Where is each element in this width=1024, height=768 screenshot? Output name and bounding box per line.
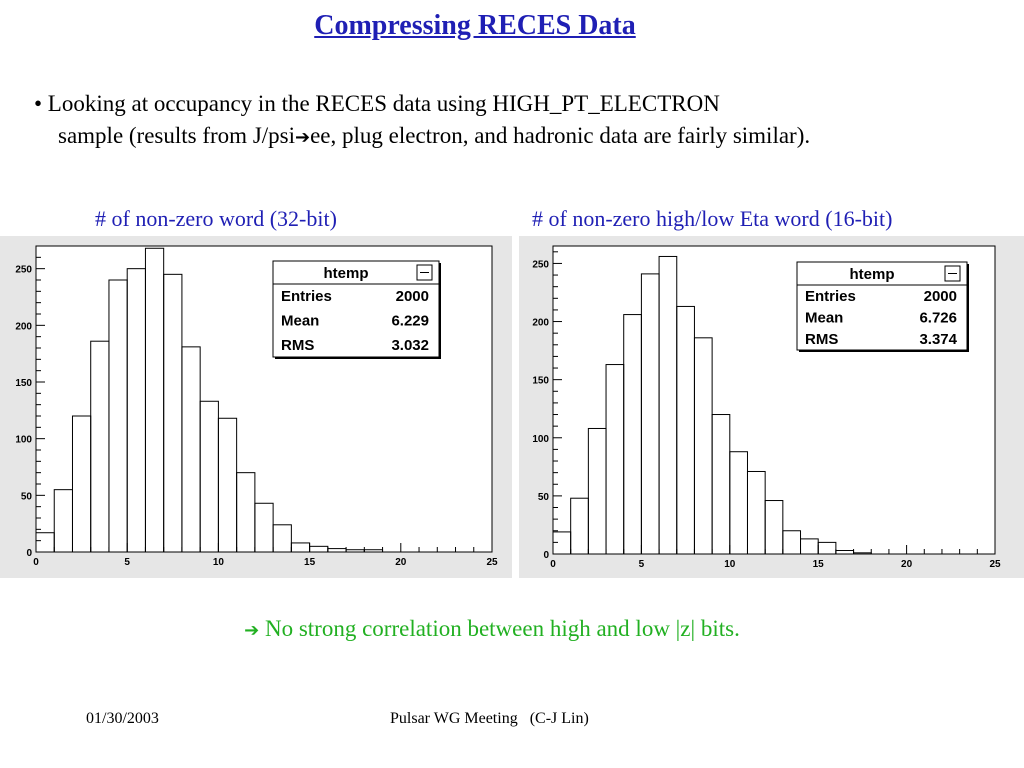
y-tick-label: 50: [538, 492, 550, 503]
stats-mean-label: Mean: [805, 310, 843, 327]
x-tick-label: 10: [724, 559, 736, 570]
conclusion-label: No strong correlation between high and l…: [259, 616, 740, 641]
footer-date: 01/30/2003: [86, 710, 159, 727]
y-tick-label: 100: [15, 435, 32, 446]
bullet-point: • Looking at occupancy in the RECES data…: [34, 88, 1014, 154]
histogram-bars: [35, 247, 384, 553]
y-tick-label: 0: [26, 548, 32, 559]
bullet-line-2a: sample (results from J/psi: [58, 123, 295, 148]
y-tick-label: 100: [532, 434, 549, 445]
y-tick-label: 150: [15, 378, 32, 389]
stats-rms-label: RMS: [805, 331, 838, 348]
y-tick-label: 150: [532, 376, 549, 387]
y-tick-label: 0: [543, 550, 549, 561]
stats-entries-label: Entries: [281, 288, 332, 305]
stats-entries-value: 2000: [924, 288, 957, 305]
y-tick-label: 250: [15, 265, 32, 276]
bullet-line-1: • Looking at occupancy in the RECES data…: [34, 91, 720, 116]
stats-mean-value: 6.229: [391, 313, 429, 330]
histogram-bar: [272, 524, 292, 553]
x-tick-label: 5: [124, 557, 130, 568]
stats-rms-value: 3.374: [919, 331, 957, 348]
stats-name: htemp: [324, 265, 369, 282]
x-tick-label: 15: [813, 559, 825, 570]
stats-rms-value: 3.032: [391, 337, 429, 354]
y-tick-label: 50: [21, 491, 33, 502]
stats-rms-label: RMS: [281, 337, 314, 354]
bullet-line-2: sample (results from J/psi➔ee, plug elec…: [34, 120, 1014, 154]
x-tick-label: 0: [550, 559, 556, 570]
stats-box: htemp Entries 2000 Mean 6.726 RMS 3.374: [796, 261, 969, 352]
x-tick-label: 20: [395, 557, 407, 568]
y-tick-label: 200: [532, 318, 549, 329]
bullet-line-2b: ee, plug electron, and hadronic data are…: [310, 123, 811, 148]
histogram-panel-right: 0 5 10 15 20 25 0 50 100 150 200 250 htemp Entries 200…: [519, 236, 1024, 578]
x-tick-label: 20: [901, 559, 913, 570]
footer-meeting: Pulsar WG Meeting (C-J Lin): [390, 710, 589, 727]
stats-name: htemp: [850, 266, 895, 283]
stats-box: htemp Entries 2000 Mean 6.229 RMS 3.032: [272, 260, 441, 359]
x-tick-label: 25: [486, 557, 498, 568]
stats-mean-label: Mean: [281, 313, 319, 330]
histogram-bar: [764, 500, 784, 555]
arrow-icon: ➔: [244, 620, 260, 641]
x-tick-label: 25: [989, 559, 1001, 570]
x-tick-label: 0: [33, 557, 39, 568]
stats-box-frame: [272, 260, 440, 358]
arrow-icon: ➔: [295, 127, 311, 148]
histogram-panel-left: 0 5 10 15 20 25 0 50 100 150 200 250 htemp Entries 200…: [0, 236, 512, 578]
x-tick-label: 10: [213, 557, 225, 568]
x-tick-label: 15: [304, 557, 316, 568]
y-tick-label: 200: [15, 321, 32, 332]
caption-right: # of non-zero high/low Eta word (16-bit): [532, 206, 893, 231]
caption-left: # of non-zero word (32-bit): [95, 206, 337, 231]
y-tick-label: 250: [532, 259, 549, 270]
slide-title: Compressing RECES Data: [314, 10, 636, 41]
conclusion-text: ➔ No strong correlation between high and…: [0, 616, 984, 642]
stats-entries-value: 2000: [396, 288, 429, 305]
stats-box-frame: [796, 261, 968, 351]
stats-mean-value: 6.726: [919, 310, 957, 327]
stats-entries-label: Entries: [805, 288, 856, 305]
x-tick-label: 5: [639, 559, 645, 570]
